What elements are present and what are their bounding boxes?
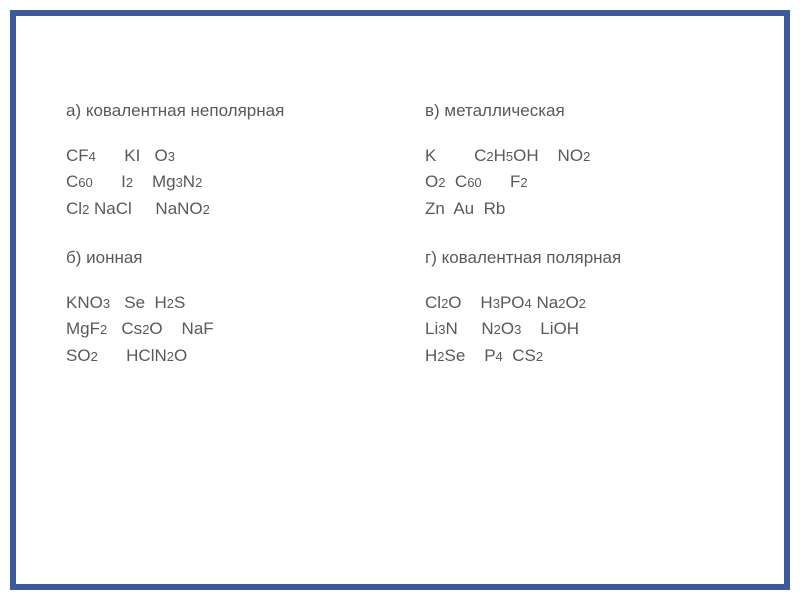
section-a-row1: CF4 KI O3	[66, 143, 375, 169]
section-a-title: а) ковалентная неполярная	[66, 101, 375, 121]
section-v-row2: O2 C60 F2	[425, 169, 734, 195]
section-b-title: б) ионная	[66, 248, 375, 268]
section-v-title: в) металлическая	[425, 101, 734, 121]
section-g-row2: Li3N N2O3 LiOH	[425, 316, 734, 342]
section-g: г) ковалентная полярная Cl2O H3PO4 Na2O2…	[425, 248, 734, 369]
section-b-row3: SO2 HClN2O	[66, 343, 375, 369]
section-g-title: г) ковалентная полярная	[425, 248, 734, 268]
section-v-row3: Zn Au Rb	[425, 196, 734, 222]
section-b-row1: KNO3 Se H2S	[66, 290, 375, 316]
section-v-row1: K C2H5OH NO2	[425, 143, 734, 169]
section-g-row1: Cl2O H3PO4 Na2O2	[425, 290, 734, 316]
section-a-row2: C60 I2 Mg3N2	[66, 169, 375, 195]
section-b-row2: MgF2 Cs2O NaF	[66, 316, 375, 342]
section-a: а) ковалентная неполярная CF4 KI O3 C60 …	[66, 101, 375, 222]
section-v: в) металлическая K C2H5OH NO2 O2 C60 F2 …	[425, 101, 734, 222]
section-a-row3: Cl2 NaCl NaNO2	[66, 196, 375, 222]
section-g-row3: H2Se P4 CS2	[425, 343, 734, 369]
slide-frame: а) ковалентная неполярная CF4 KI O3 C60 …	[10, 10, 790, 590]
section-b: б) ионная KNO3 Se H2S MgF2 Cs2O NaF SO2 …	[66, 248, 375, 369]
content-area: а) ковалентная неполярная CF4 KI O3 C60 …	[66, 101, 734, 395]
right-column: в) металлическая K C2H5OH NO2 O2 C60 F2 …	[425, 101, 734, 395]
left-column: а) ковалентная неполярная CF4 KI O3 C60 …	[66, 101, 375, 395]
